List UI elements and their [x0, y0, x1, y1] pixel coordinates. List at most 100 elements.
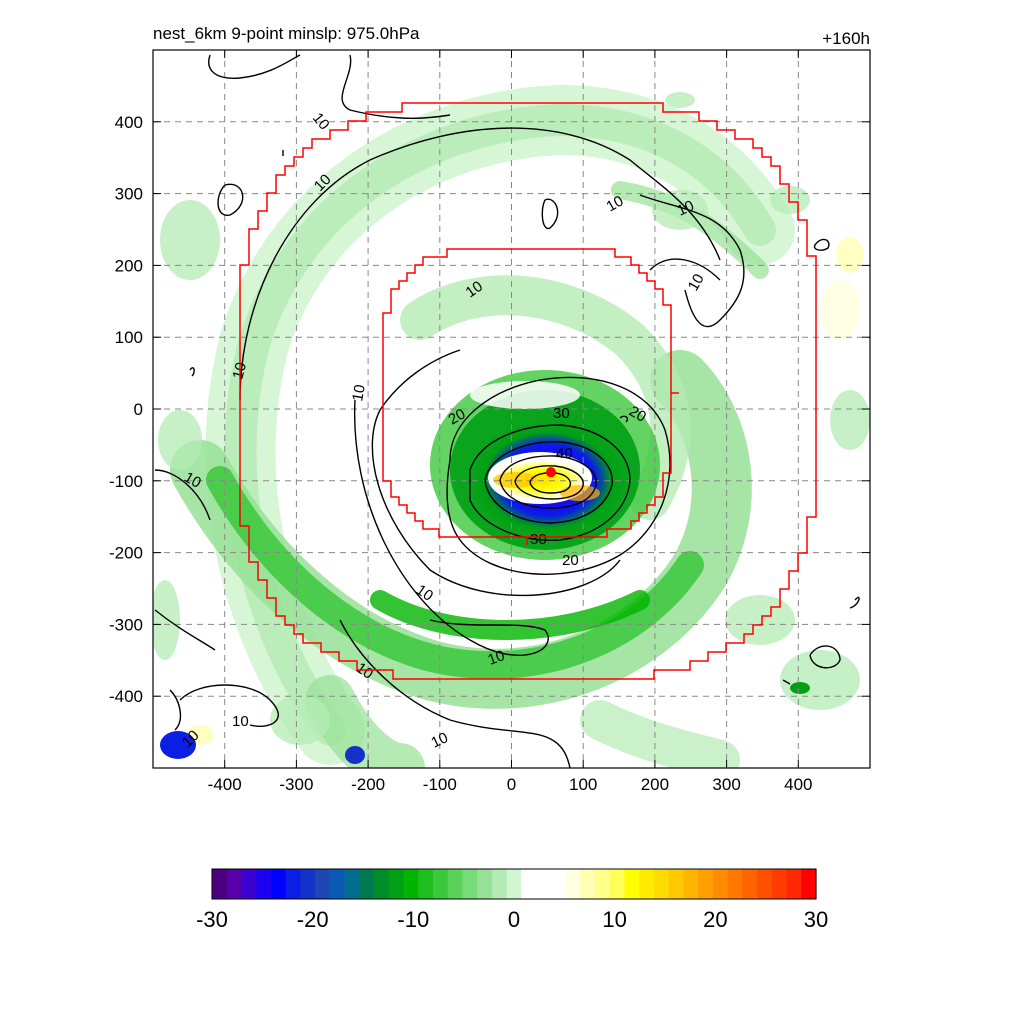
colorbar-swatch	[462, 869, 478, 899]
colorbar-swatch	[683, 869, 699, 899]
x-tick-label: 100	[569, 775, 597, 794]
contour-label: 10	[413, 581, 436, 604]
storm-center-marker	[545, 467, 556, 478]
y-tick-label: 300	[115, 185, 143, 204]
plot-area: 10 10 10 10 10 10 10 10 10 10 10 10 10 1…	[153, 50, 870, 768]
colorbar-swatch	[329, 869, 346, 899]
x-tick-label: -300	[279, 775, 313, 794]
colorbar-tick-label: 30	[804, 907, 828, 932]
colorbar-swatch	[771, 869, 788, 899]
colorbar-swatch	[432, 869, 449, 899]
x-tick-label: 400	[784, 775, 812, 794]
yellow-patch-east	[820, 280, 860, 340]
x-tick-label: 300	[712, 775, 740, 794]
colorbar-swatch	[388, 869, 405, 899]
colorbar-swatch	[359, 869, 375, 899]
colorbar-frame	[211, 868, 817, 900]
colorbar-swatch	[285, 869, 301, 899]
colorbar-tick-label: -20	[297, 907, 329, 932]
colorbar-swatch	[742, 869, 758, 899]
contour-labels: 10 10 10 10 10 10 10 10 10 10 10 10 10 1…	[179, 110, 708, 752]
outer-nest-boundary	[239, 102, 817, 680]
colorbar-swatch	[639, 869, 655, 899]
colorbar-tick-label: 20	[703, 907, 727, 932]
colorbar-swatch	[595, 869, 611, 899]
y-tick-label: 200	[115, 256, 143, 275]
colorbar-swatch	[226, 869, 243, 899]
colorbar-swatch	[801, 869, 817, 899]
green-patch-e	[790, 682, 810, 694]
contour-label: 10	[463, 278, 486, 301]
colorbar-swatch	[550, 869, 567, 899]
colorbar-swatch	[668, 869, 685, 899]
scattered-patches	[153, 92, 870, 745]
colorbar-swatch	[418, 869, 434, 899]
colorbar	[211, 868, 817, 900]
contour-label: 10	[486, 647, 507, 669]
contour-label: 10	[232, 713, 249, 730]
colorbar-swatch	[241, 869, 257, 899]
x-tick-label: 200	[641, 775, 669, 794]
y-tick-label: 100	[115, 328, 143, 347]
blue-patch-sw	[160, 731, 196, 759]
colorbar-swatch	[580, 869, 596, 899]
contour-label: 30	[553, 405, 570, 422]
x-tick-label: 0	[507, 775, 516, 794]
y-tick-label: -300	[109, 615, 143, 634]
rainband-outer	[170, 84, 795, 768]
y-tick-label: 400	[115, 113, 143, 132]
colorbar-swatch	[712, 869, 729, 899]
colorbar-swatch	[521, 869, 537, 899]
colorbar-swatch	[624, 869, 640, 899]
y-tick-label: -100	[109, 472, 143, 491]
contour-label: 10	[181, 469, 204, 492]
storm-core	[430, 370, 660, 560]
contour-label: 10	[353, 659, 376, 682]
contour-label: 10	[604, 192, 627, 215]
contour-label: 20	[446, 405, 469, 428]
contour-label: 10	[429, 729, 451, 751]
contour-label: 40	[556, 445, 573, 462]
yellow-patch-ne	[836, 237, 864, 273]
contour-label: 20	[562, 552, 579, 569]
colorbar-swatch	[212, 869, 228, 899]
colorbar-swatch	[300, 869, 316, 899]
contour-label: 20	[626, 403, 649, 426]
y-tick-label: -200	[109, 544, 143, 563]
contour-label: 10	[685, 271, 708, 294]
colorbar-swatch	[270, 869, 287, 899]
contour-label: 10	[349, 383, 369, 402]
contour-label: 10	[675, 197, 697, 219]
colorbar-swatch	[698, 869, 714, 899]
contour-label: 30	[530, 531, 547, 548]
colorbar-swatch	[786, 869, 802, 899]
contour-lines	[154, 54, 860, 768]
y-tick-label: 0	[134, 400, 143, 419]
colorbar-tick-label: -30	[196, 907, 228, 932]
x-tick-label: -400	[208, 775, 242, 794]
colorbar-swatch	[609, 869, 626, 899]
y-axis: 400 300 200 100 0 -100 -200 -300 -400	[109, 113, 870, 706]
inner-nest-boundary	[382, 248, 679, 545]
forecast-hour-label: +160h	[822, 29, 870, 48]
x-axis: -400 -300 -200 -100 0 100 200 300 400	[208, 50, 812, 794]
x-tick-label: -100	[423, 775, 457, 794]
y-tick-label: -400	[109, 687, 143, 706]
colorbar-tick-label: 0	[508, 907, 520, 932]
colorbar-swatch	[403, 869, 419, 899]
blue-patch-s	[345, 746, 365, 764]
colorbar-swatch	[344, 869, 360, 899]
colorbar-swatch	[565, 869, 581, 899]
colorbar-tick-label: -10	[397, 907, 429, 932]
colorbar-tick-label: 10	[602, 907, 626, 932]
colorbar-swatch	[757, 869, 773, 899]
colorbar-swatch	[536, 869, 552, 899]
colorbar-swatch	[491, 869, 508, 899]
colorbar-swatch	[374, 869, 390, 899]
colorbar-swatch	[506, 869, 522, 899]
colorbar-swatch	[653, 869, 670, 899]
colorbar-swatch	[727, 869, 743, 899]
colorbar-swatch	[447, 869, 464, 899]
colorbar-labels: -30 -20 -10 0 10 20 30	[196, 907, 828, 932]
